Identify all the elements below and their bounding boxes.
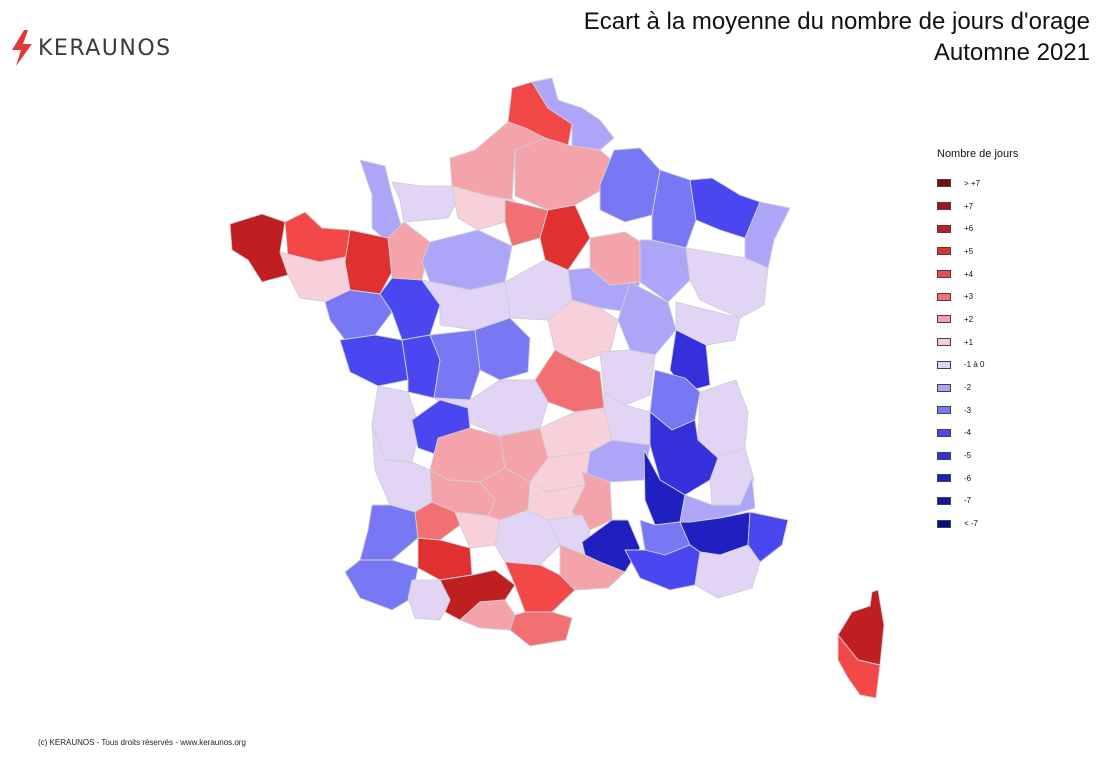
region-vienne <box>433 379 549 437</box>
legend-item: < -7 <box>937 512 1018 535</box>
legend-title: Nombre de jours <box>937 148 1019 160</box>
region-lot <box>454 511 501 549</box>
legend-item: +2 <box>937 308 1018 331</box>
region-doubs <box>675 301 741 346</box>
region-meurthe-et-moselle <box>651 169 697 249</box>
region-herault <box>559 544 626 591</box>
region-aveyron <box>494 509 561 566</box>
region-landes <box>359 504 419 561</box>
legend-swatch <box>937 247 951 256</box>
region-vendee <box>339 334 409 387</box>
legend-swatch <box>937 451 951 460</box>
region-aude <box>509 611 573 647</box>
region-marne <box>539 204 591 271</box>
legend-swatch <box>937 383 951 392</box>
region-pyrenees-atlantiques <box>344 559 419 611</box>
legend-item: +4 <box>937 263 1018 286</box>
region-alpes-maritimes <box>747 511 789 563</box>
legend-swatch <box>937 292 951 301</box>
legend-swatch <box>937 406 951 415</box>
keraunos-logo: KERAUNOS <box>10 30 172 66</box>
legend-label: +2 <box>964 314 974 324</box>
legend-item: -3 <box>937 399 1018 422</box>
legend-label: +1 <box>964 337 974 347</box>
logo-text: KERAUNOS <box>38 35 172 61</box>
region-var <box>694 544 761 599</box>
region-cotes-d-armor <box>284 211 353 263</box>
legend-swatch <box>937 428 951 437</box>
map-title: Ecart à la moyenne du nombre de jours d'… <box>584 6 1090 68</box>
legend-label: -1 à 0 <box>964 360 985 370</box>
region-nord-est <box>531 77 615 151</box>
region-cher <box>474 317 531 381</box>
region-ille-et-vilaine <box>344 229 393 295</box>
legend-item: -6 <box>937 467 1018 490</box>
legend-item: +3 <box>937 285 1018 308</box>
region-finistere <box>229 213 289 283</box>
region-calvados-orne <box>391 181 459 223</box>
region-corse-du-sud <box>837 634 881 699</box>
legend-item: +5 <box>937 240 1018 263</box>
legend-item: +1 <box>937 331 1018 354</box>
legend-item: -2 <box>937 376 1018 399</box>
legend-swatch <box>937 474 951 483</box>
region-eure-et-loir <box>421 229 513 291</box>
legend-swatch <box>937 202 951 211</box>
region-ardennes-meuse <box>599 147 661 223</box>
region-loire-atlantique <box>324 289 393 341</box>
legend-label: -6 <box>964 473 972 483</box>
region-allier <box>534 349 605 413</box>
region-val-d-oise <box>504 199 549 247</box>
legend-label: +6 <box>964 224 974 234</box>
region-picardie <box>514 137 615 211</box>
legend-label: < -7 <box>964 519 979 529</box>
legend-label: -5 <box>964 451 972 461</box>
legend-item: -4 <box>937 422 1018 445</box>
legend-swatch <box>937 360 951 369</box>
legend-label: +7 <box>964 201 974 211</box>
legend-label: -4 <box>964 428 972 438</box>
legend-label: -3 <box>964 405 972 415</box>
legend: Nombre de jours > +7 +7 +6 +5 +4 +3 +2 +1 -1 à 0… <box>937 148 1018 535</box>
legend-item: -7 <box>937 490 1018 513</box>
legend-item: +6 <box>937 217 1018 240</box>
copyright-footer: (c) KERAUNOS - Tous droits réservés - ww… <box>38 738 246 747</box>
legend-swatch <box>937 270 951 279</box>
legend-swatch <box>937 315 951 324</box>
title-line-1: Ecart à la moyenne du nombre de jours d'… <box>583 8 1090 35</box>
legend-item: -5 <box>937 444 1018 467</box>
legend-swatch <box>937 519 951 528</box>
region-maine-et-loire <box>379 277 441 341</box>
title-line-2: Automne 2021 <box>933 39 1090 66</box>
region-tarn <box>504 561 576 613</box>
lightning-bolt-icon <box>12 30 32 66</box>
legend-label: -7 <box>964 496 972 506</box>
legend-label: +4 <box>964 269 974 279</box>
legend-label: > +7 <box>964 178 981 188</box>
region-vosges-haut-rhin <box>685 247 769 319</box>
legend-swatch <box>937 338 951 347</box>
legend-swatch <box>937 496 951 505</box>
region-manche <box>359 159 403 241</box>
legend-item: +7 <box>937 195 1018 218</box>
legend-item: > +7 <box>937 172 1018 195</box>
legend-label: +5 <box>964 246 974 256</box>
region-gers <box>417 537 473 581</box>
legend-swatch <box>937 179 951 188</box>
legend-label: -2 <box>964 383 972 393</box>
legend-label: +3 <box>964 292 974 302</box>
legend-item: -1 à 0 <box>937 354 1018 377</box>
legend-swatch <box>937 224 951 233</box>
